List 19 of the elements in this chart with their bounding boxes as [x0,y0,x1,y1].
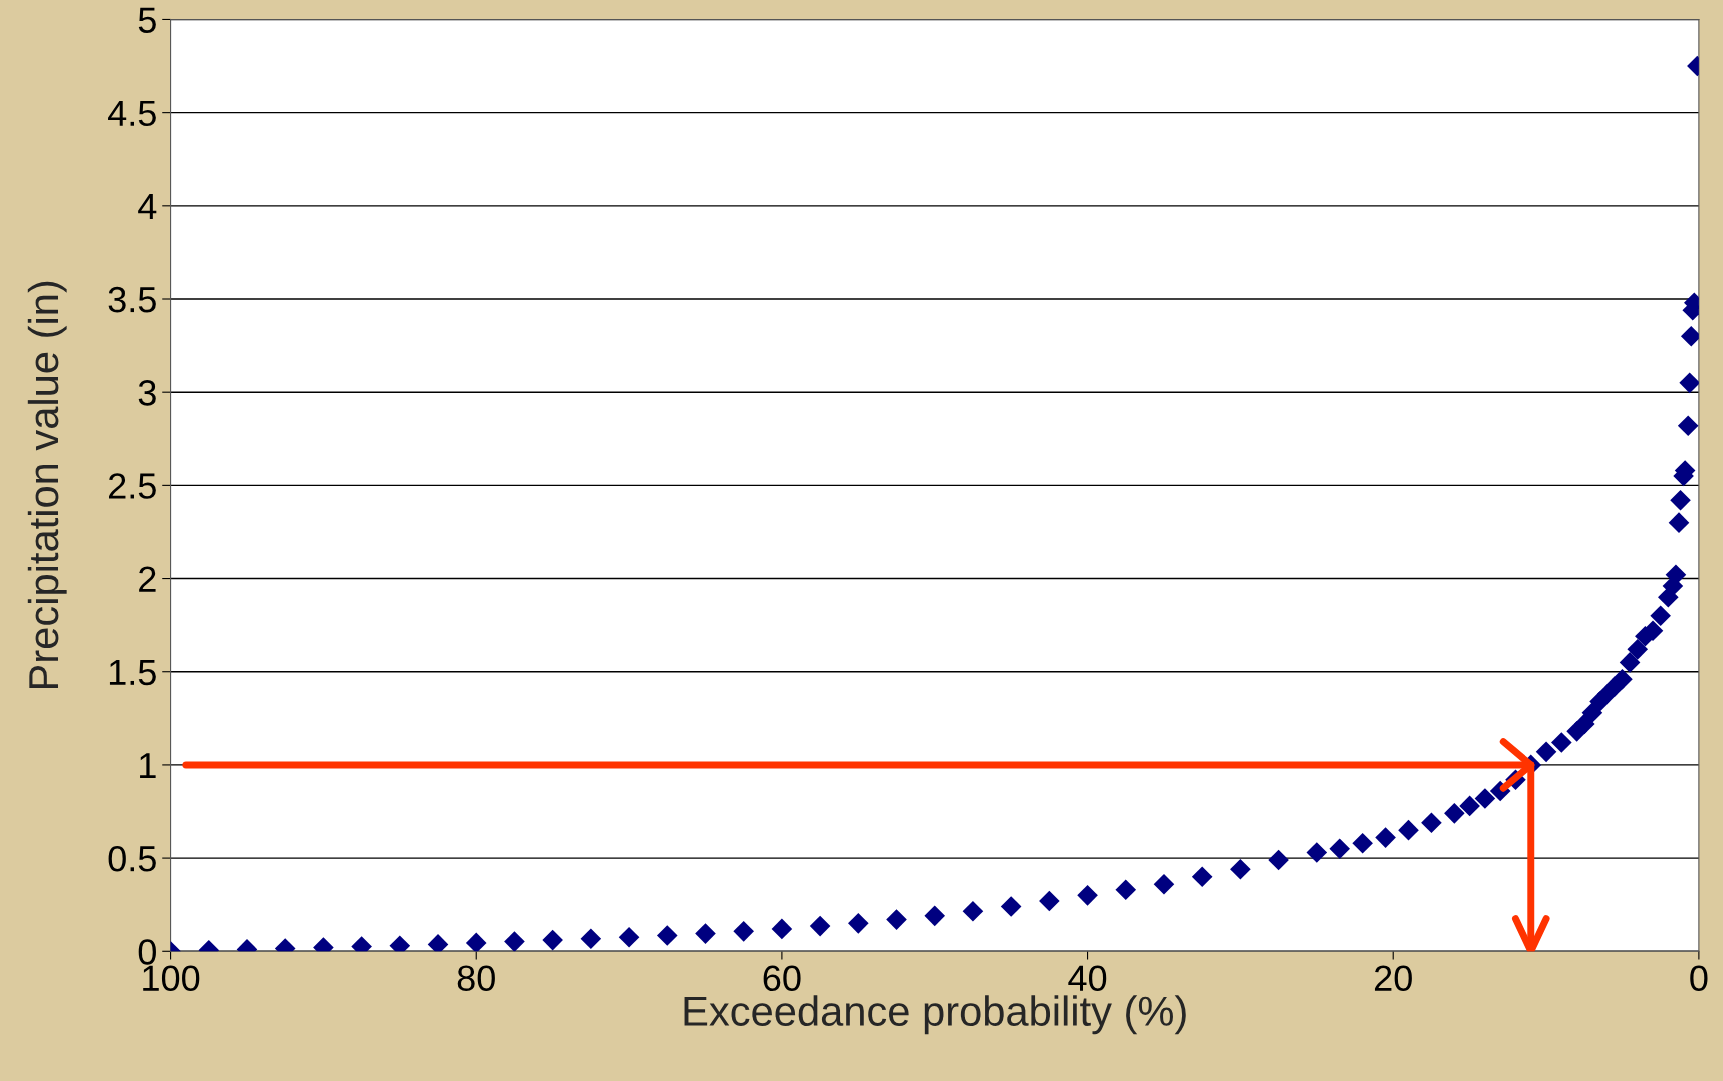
x-tick-label: 80 [457,965,495,991]
y-tick-label: 1.5 [109,659,156,686]
y-tick-label: 2.5 [109,473,156,499]
x-tick-label: 0 [1690,965,1708,991]
x-tick-label: 60 [763,965,801,991]
x-axis-title: Exceedance probability (%) [684,995,1186,1035]
y-tick-label: 3.5 [108,286,156,313]
y-tick-label: 0 [138,939,156,965]
y-tick-label: 1 [140,753,156,778]
y-axis-title: Precipitation value (in) [27,281,67,689]
y-tick-label: 2 [139,566,156,592]
y-tick-label: 5 [138,7,156,33]
y-tick-label: 3 [138,380,156,406]
y-tick-label: 4 [138,194,157,219]
y-tick-label: 0.5 [108,845,156,872]
y-tick-label: 4.5 [108,100,156,127]
x-tick-label: 100 [143,965,200,991]
x-tick-label: 40 [1068,965,1107,991]
x-tick-label: 20 [1374,965,1412,991]
